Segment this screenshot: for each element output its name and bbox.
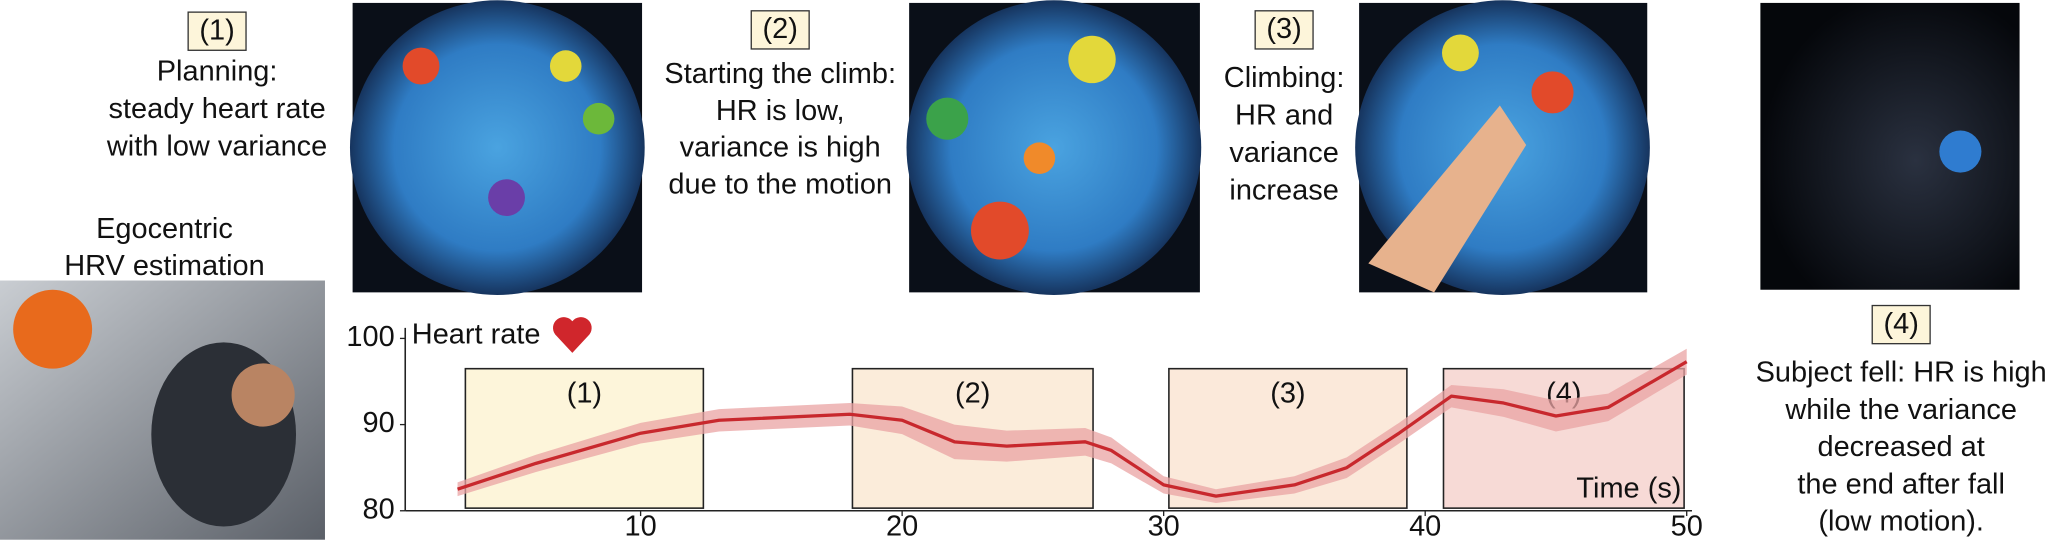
- panel-text: decreased at: [1818, 431, 1985, 463]
- panel-text: Climbing:: [1224, 62, 1345, 94]
- panel-text: HR and: [1235, 99, 1333, 131]
- fisheye-photo: [349, 0, 645, 295]
- label-box: [1254, 10, 1314, 50]
- y-tick-label: 80: [363, 493, 395, 525]
- climber-head: [231, 363, 295, 427]
- panel-text: variance: [1229, 137, 1338, 169]
- panel-text: Planning:: [157, 55, 278, 87]
- panel-text: variance is high: [680, 132, 881, 164]
- panel-text: Subject fell: HR is high: [1756, 357, 2047, 389]
- label-box: [750, 10, 810, 50]
- panel-text: steady heart rate: [109, 93, 326, 125]
- panel-text: increase: [1229, 174, 1338, 206]
- region-label: (2): [955, 378, 990, 410]
- label-box: [187, 11, 247, 51]
- panel-text: due to the motion: [668, 168, 892, 200]
- x-tick-label: 40: [1409, 511, 1441, 540]
- x-tick-label: 30: [1148, 511, 1180, 540]
- region-label: (1): [567, 378, 602, 410]
- label-box: [1871, 304, 1931, 345]
- panel-text: the end after fall: [1797, 468, 2005, 500]
- intro-text: HRV estimation: [64, 250, 265, 282]
- y-axis-label: Heart rate: [412, 318, 541, 350]
- hold: [13, 289, 93, 369]
- panel-text: while the variance: [1784, 394, 2017, 426]
- dark-photo: [1760, 2, 2020, 290]
- x-axis-label: Time (s): [1576, 472, 1681, 504]
- region-label: (3): [1270, 378, 1305, 410]
- panel-text: Starting the climb:: [664, 58, 896, 90]
- y-tick-label: 90: [363, 407, 395, 439]
- panel-text: with low variance: [106, 130, 327, 162]
- x-tick-label: 10: [625, 511, 657, 540]
- fisheye-photo: [1355, 0, 1650, 295]
- panel-label: (1): [199, 15, 234, 47]
- fisheye-photo: [906, 0, 1202, 295]
- panel-text: HR is low,: [716, 95, 845, 127]
- x-tick-label: 50: [1671, 511, 1703, 540]
- panel-label: (4): [1883, 308, 1918, 340]
- panel-text: (low motion).: [1818, 506, 1984, 538]
- mean-line: [457, 360, 1688, 498]
- error-band: [457, 348, 1687, 504]
- panel-label: (3): [1266, 13, 1301, 45]
- y-tick-label: 100: [346, 321, 394, 353]
- x-tick-label: 20: [886, 511, 918, 540]
- intro-text: Egocentric: [96, 213, 233, 245]
- panel-label: (2): [763, 13, 798, 45]
- heart-icon: [552, 317, 592, 353]
